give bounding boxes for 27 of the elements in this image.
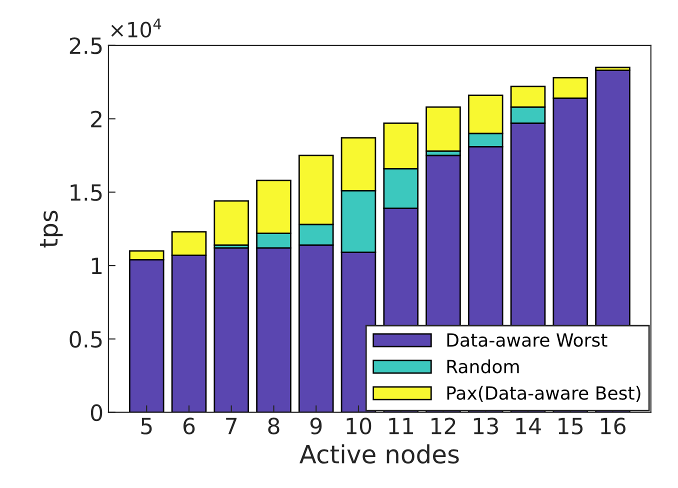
y-tick-label: 1.5 [70,184,102,201]
x-tick-label: 16 [601,418,626,434]
y-tick-label: 0 [90,404,102,422]
x-tick-label: 13 [474,418,498,434]
x-tick-label: 15 [558,418,583,434]
legend-label: Data-aware Worst [447,333,608,347]
y-tick-label: 1 [92,258,102,274]
x-tick-label: 14 [516,418,541,434]
y-tick-label: 2.5 [70,37,102,54]
x-tick-label: 8 [268,418,280,434]
x-axis-title: Active nodes [300,444,459,464]
bar [214,200,250,246]
x-tick-label: 10 [346,418,372,434]
x-tick-label: 12 [432,418,456,434]
x-tick-label: 9 [310,418,322,434]
x-tick-label: 11 [389,418,413,434]
y-tick-label: 2 [91,110,102,128]
legend-label: Pax(Data-aware Best) [447,386,640,402]
x-tick-label: 7 [226,418,237,434]
x-tick-label: 5 [141,418,152,434]
y-tick-label: 0.5 [70,330,102,348]
x-tick-label: 6 [183,418,195,434]
y-axis-title: tps [40,210,63,248]
text: ×10$^{4}$ [111,18,162,38]
bar [426,106,461,152]
legend-label: Random [447,359,519,374]
bar [214,247,250,412]
